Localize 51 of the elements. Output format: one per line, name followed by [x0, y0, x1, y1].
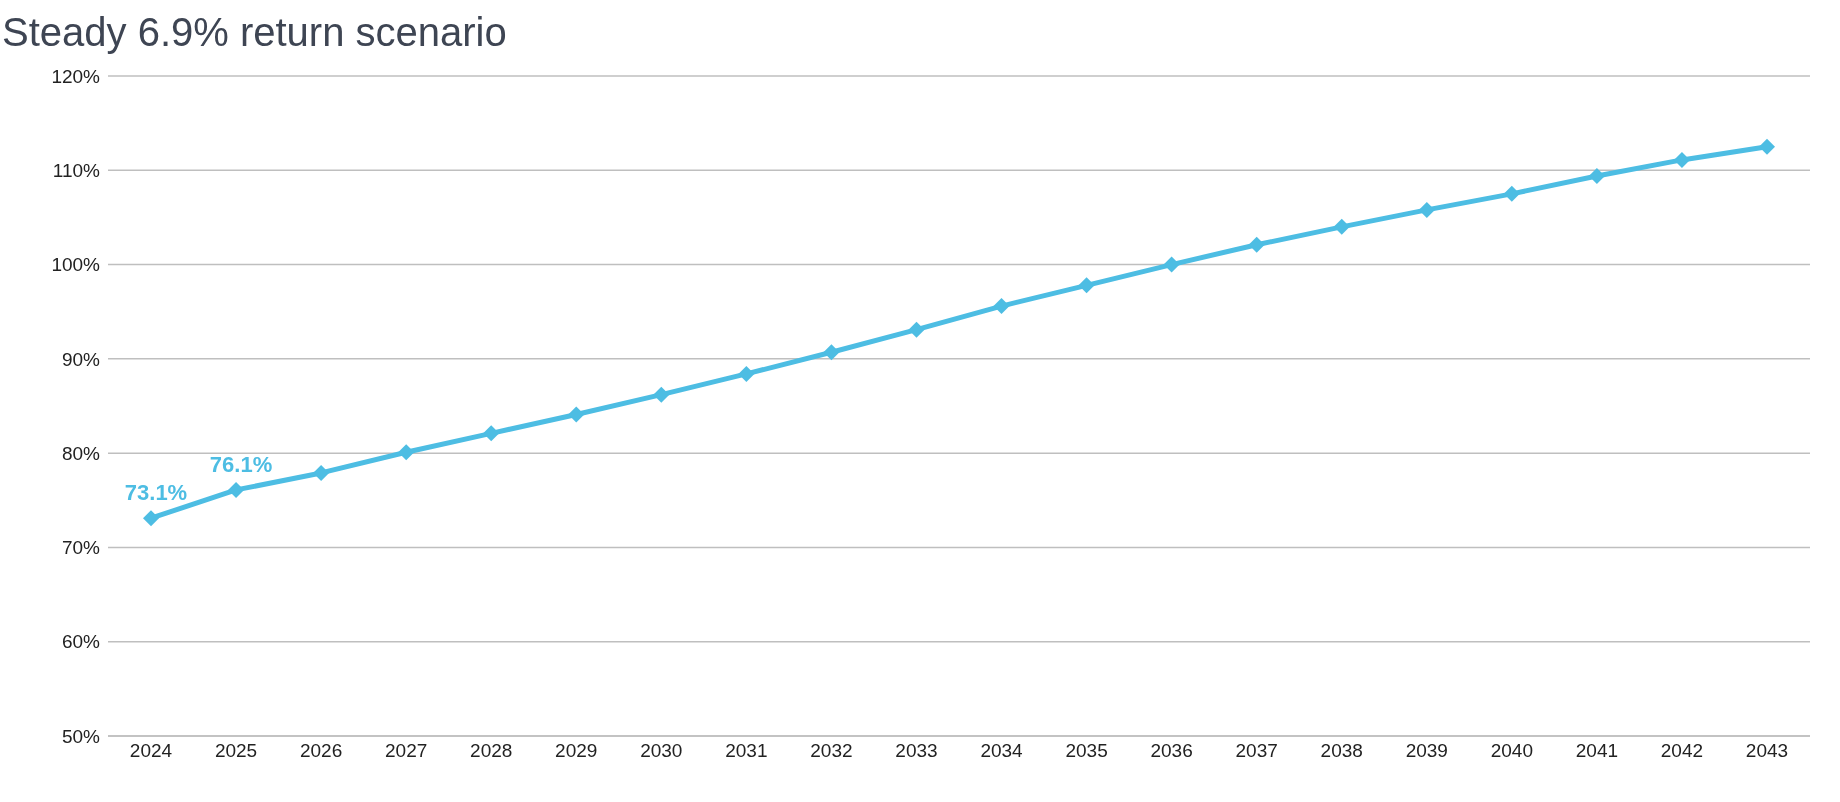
- point: [313, 464, 330, 481]
- data-label: 73.1%: [124, 480, 188, 506]
- x-tick-label: 2028: [470, 740, 513, 762]
- x-tick-label: 2035: [1065, 740, 1108, 762]
- point: [1333, 218, 1350, 235]
- x-tick-label: 2034: [980, 740, 1024, 762]
- point: [228, 481, 245, 498]
- x-tick-label: 2031: [725, 740, 768, 762]
- y-tick-label: 120%: [51, 65, 101, 87]
- point: [1418, 201, 1435, 218]
- x-tick-label: 2030: [640, 740, 683, 762]
- point: [993, 298, 1010, 315]
- x-tick-label: 2043: [1745, 740, 1789, 762]
- point: [398, 444, 415, 461]
- y-tick-label: 80%: [61, 442, 101, 464]
- x-tick-label: 2037: [1235, 740, 1278, 762]
- x-tick-label: 2042: [1660, 740, 1704, 762]
- x-tick-label: 2041: [1575, 740, 1619, 762]
- y-tick-label: 90%: [61, 348, 101, 370]
- x-tick-label: 2025: [214, 740, 258, 762]
- point: [1503, 185, 1520, 202]
- point: [1759, 138, 1775, 155]
- point: [653, 386, 670, 403]
- point: [1673, 151, 1690, 168]
- x-tick-label: 2038: [1320, 740, 1363, 762]
- y-tick-label: 50%: [61, 725, 101, 747]
- point: [908, 321, 925, 338]
- point: [483, 425, 500, 442]
- x-tick-label: 2039: [1405, 740, 1448, 762]
- point: [738, 365, 755, 382]
- x-tick-label: 2033: [895, 740, 938, 762]
- x-tick-label: 2027: [385, 740, 428, 762]
- point: [1078, 277, 1095, 294]
- point: [823, 344, 840, 361]
- point: [1163, 256, 1180, 273]
- data-label: 76.1%: [209, 451, 273, 477]
- x-tick-label: 2024: [129, 740, 173, 762]
- y-tick-label: 110%: [52, 160, 101, 182]
- point: [1588, 167, 1605, 184]
- x-tick-label: 2032: [810, 740, 853, 762]
- x-tick-label: 2040: [1490, 740, 1533, 762]
- y-tick-label: 60%: [61, 631, 101, 653]
- y-tick-label: 70%: [61, 537, 101, 559]
- x-tick-label: 2036: [1150, 740, 1193, 762]
- x-tick-label: 2029: [555, 740, 598, 762]
- point: [1248, 236, 1265, 253]
- point: [143, 510, 159, 527]
- y-tick-label: 100%: [51, 254, 101, 276]
- point: [568, 406, 585, 423]
- x-tick-label: 2026: [299, 740, 343, 762]
- chart-title: Steady 6.9% return scenario: [2, 9, 508, 56]
